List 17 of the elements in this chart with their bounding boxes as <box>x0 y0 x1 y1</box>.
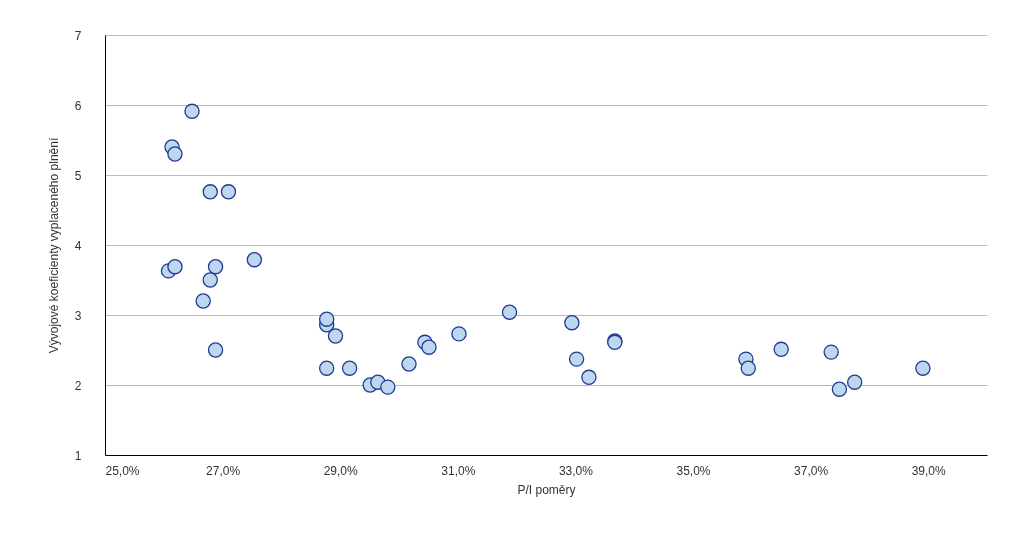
x-tick-label: 33,0% <box>558 463 594 478</box>
y-tick-label: 4 <box>74 238 82 253</box>
x-axis-title: P/I poměry <box>517 482 576 497</box>
y-tick-label: 6 <box>74 98 82 113</box>
x-tick-label: 35,0% <box>676 463 711 478</box>
y-tick-label: 5 <box>74 168 82 183</box>
x-tick-label: 31,0% <box>441 463 476 478</box>
x-tick-label: 39,0% <box>911 463 947 478</box>
x-tick-label: 37,0% <box>794 463 829 478</box>
x-tick-label: 25,0% <box>105 463 140 478</box>
x-tick-label: 27,0% <box>206 463 241 478</box>
y-tick-label: 2 <box>74 378 82 393</box>
x-tick-label: 29,0% <box>323 463 359 478</box>
y-tick-label: 1 <box>74 448 82 463</box>
y-tick-label: 7 <box>74 28 82 43</box>
y-tick-label: 3 <box>74 308 82 323</box>
y-axis-title: Vývojové koeficienty vyplaceného plnění <box>46 137 61 354</box>
